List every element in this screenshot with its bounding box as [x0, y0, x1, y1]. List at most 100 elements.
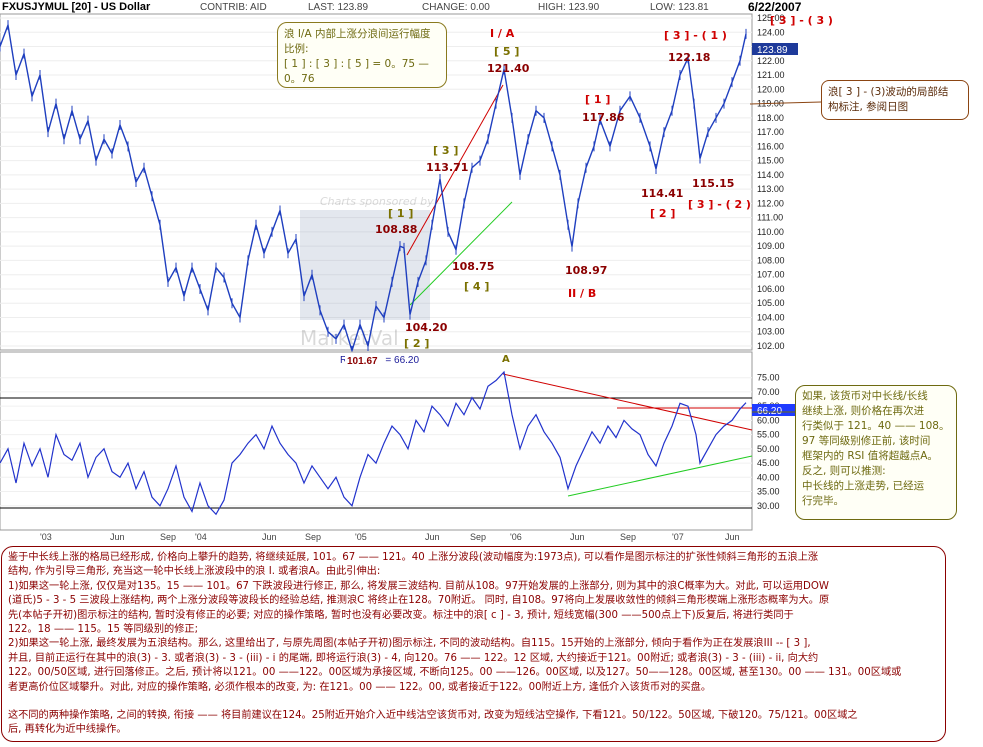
rsi-panel — [0, 351, 753, 531]
note-line: 继续上涨, 则价格在再次进 — [802, 405, 925, 417]
price-tick-label: 108.00 — [757, 255, 785, 265]
watermark-text: Charts sponsored by — [320, 195, 434, 208]
price-label-104.20: 104.20 — [405, 321, 448, 334]
note-pointer-line — [749, 101, 822, 105]
price-tick-label: 116.00 — [757, 141, 784, 151]
rsi-support-line — [567, 455, 753, 497]
price-tick-label: 111.00 — [757, 213, 783, 223]
note-line: 行完毕。 — [802, 495, 844, 507]
lower-wedge-line — [409, 201, 513, 306]
price-label-115.15: 115.15 — [692, 177, 734, 190]
price-label-122.18: 122.18 — [668, 51, 710, 64]
upper-wedge-line — [406, 84, 504, 256]
wave-label-3-2: [ 3 ] - ( 2 ) — [688, 198, 751, 211]
rsi-tick-label: 35.00 — [757, 487, 780, 497]
x-tick-label: '03 — [40, 532, 52, 542]
note-line: 后, 再转化为近中线操作。 — [8, 724, 127, 736]
note-line: 构标注, 参阅日图 — [828, 101, 909, 113]
header-high: HIGH: 123.90 — [538, 2, 600, 13]
wave-label-r1: [ 1 ] — [585, 93, 610, 106]
note-line: 并且, 目前正运行在其中的浪(3) - 3. 或者浪(3) - 3 - (iii… — [8, 652, 819, 664]
note-line: 行类似于 121。40 —— 108。 — [802, 420, 950, 432]
wave-label-1: [ 1 ] — [388, 207, 413, 220]
x-tick-label: '04 — [195, 532, 207, 542]
wave-labels: I / A [ 5 ] 121.40 [ 3 ] 113.71 [ 1 ] 10… — [375, 14, 833, 350]
note-line: 2)如果这一轮上涨, 最终发展为五浪结构。那么, 这里给出了, 与原先周图(本帖… — [8, 638, 811, 650]
x-tick-label: Sep — [620, 532, 636, 542]
header-contrib: CONTRIB: AID — [200, 2, 267, 13]
note-line: 1)如果这一轮上涨, 仅仅是对135。15 —— 101。67 下跌波段进行修正… — [8, 580, 829, 592]
note-line: 122。00/50区域, 进行回落修正。之后, 预计将以121。00 ——122… — [8, 667, 902, 679]
price-tick-label: 106.00 — [757, 284, 785, 294]
price-tick-label: 109.00 — [757, 241, 785, 251]
wave-label-r2: [ 2 ] — [650, 207, 675, 220]
price-label-114.41: 114.41 — [641, 187, 683, 200]
price-tick-label: 112.00 — [757, 198, 784, 208]
price-tick-label: 107.00 — [757, 270, 785, 280]
wave-label-5: [ 5 ] — [494, 45, 519, 58]
note-line: [ 1 ] : [ 3 ] : [ 5 ] = 0。75 — 0。76 — [284, 58, 429, 85]
x-tick-label: Sep — [160, 532, 176, 542]
wave-label-I-A: I / A — [490, 27, 515, 40]
note-line: 这不同的两种操作策略, 之间的转换, 衔接 —— 将目前建议在124。25附近开… — [8, 710, 858, 722]
rsi-series-line — [0, 370, 747, 516]
price-y-axis: 102.00 103.00 104.00 105.00 106.00 107.00 108.… — [757, 13, 785, 351]
rsi-tick-label: 60.00 — [757, 415, 780, 425]
x-tick-label: Jun — [110, 532, 125, 542]
header-change: CHANGE: 0.00 — [422, 2, 490, 13]
header-date: 6/22/2007 — [748, 0, 802, 14]
price-tick-label: 120.00 — [757, 84, 785, 94]
note-line: 中长线的上涨走势, 已经运 — [802, 480, 925, 492]
chart-header: FXUSJYMUL [20] - US Dollar CONTRIB: AID … — [0, 0, 801, 14]
note-line: 122。18 —— 115。15 等同级别的修正; — [8, 624, 199, 636]
price-label-121.40: 121.40 — [487, 62, 530, 75]
note-analysis: 鉴于中长线上涨的格局已经形成, 价格向上攀升的趋势, 将继续延展, 101。67… — [1, 546, 946, 742]
price-tick-label: 113.00 — [757, 184, 784, 194]
rsi-tick-label: 70.00 — [757, 387, 780, 397]
x-tick-label: Sep — [470, 532, 486, 542]
wave-label-II-B: II / B — [568, 287, 596, 300]
price-label-108.88: 108.88 — [375, 223, 417, 236]
price-tick-label: 121.00 — [757, 70, 785, 80]
x-tick-label: '05 — [355, 532, 367, 542]
note-rsi: 如果, 该货币对中长线/长线 继续上涨, 则价格在再次进 行类似于 121。40… — [795, 385, 957, 520]
last-price-tag-text: 123.89 — [757, 45, 788, 56]
price-tick-label: 102.00 — [757, 341, 785, 351]
price-tick-label: 114.00 — [757, 170, 784, 180]
note-line: (道氏)5 - 3 - 5 三波段上涨结构, 两个上涨分波段等波段长的经验总结,… — [8, 595, 830, 607]
note-line: 比例: — [284, 43, 309, 55]
rsi-value-tag — [752, 404, 798, 416]
header-low: LOW: 123.81 — [650, 2, 709, 13]
rsi-tick-label: 30.00 — [757, 501, 780, 511]
price-tick-label: 117.00 — [757, 127, 784, 137]
note-line: 结构, 作为引导三角形, 充当这一轮中长线上涨波段中的浪 I. 或者浪A。由此引… — [8, 566, 381, 578]
note-line: 鉴于中长线上涨的格局已经形成, 价格向上攀升的趋势, 将继续延展, 101。67… — [8, 552, 819, 563]
chart-title: FXUSJYMUL [20] - US Dollar — [2, 1, 151, 13]
x-tick-label: Sep — [305, 532, 321, 542]
x-tick-label: Jun — [570, 532, 585, 542]
price-tick-label: 103.00 — [757, 327, 785, 337]
price-tick-label: 110.00 — [757, 227, 784, 237]
price-tick-label: 124.00 — [757, 27, 785, 37]
price-label-117.86: 117.86 — [582, 111, 625, 124]
wave-label-3-1: [ 3 ] - ( 1 ) — [664, 29, 727, 42]
note-line: 框架内的 RSI 值将超越点A。 — [802, 450, 938, 462]
note-wave-3-3: 浪[ 3 ] - (3)波动的局部结 构标注, 参阅日图 — [821, 80, 969, 120]
price-tick-label: 115.00 — [757, 156, 784, 166]
x-axis: '03 Jun Sep '04 Jun Sep '05 Jun Sep '06 Jun Sep '07 J… — [40, 532, 740, 542]
rsi-point-A: A — [502, 354, 510, 365]
wave-label-3-3: [ 3 ] - ( 3 ) — [770, 14, 833, 27]
note-line: 97 等同级别修正前, 该时间 — [802, 435, 931, 447]
note-line: 先(本帖子开初)图示标注的结构, 暂时没有修正的必要; 对应的操作策略, 暂时也… — [8, 609, 794, 621]
rsi-grid — [0, 377, 752, 507]
wave-label-3: [ 3 ] — [433, 144, 458, 157]
price-label-108.97: 108.97 — [565, 264, 607, 277]
rsi-low-label: 101.67 — [347, 356, 378, 367]
rsi-tick-label: 45.00 — [757, 458, 780, 468]
note-wave-ratio: 浪 I/A 内部上涨分浪间运行幅度 比例: [ 1 ] : [ 3 ] : [ … — [277, 22, 447, 88]
note-line: 反之, 则可以推测: — [802, 465, 886, 477]
rsi-y-axis: 30.0035.0040.0045.0050.0055.0060.0065.00… — [757, 373, 780, 511]
price-tick-label: 118.00 — [757, 113, 784, 123]
x-tick-label: '07 — [672, 532, 684, 542]
price-tick-label: 122.00 — [757, 56, 785, 66]
